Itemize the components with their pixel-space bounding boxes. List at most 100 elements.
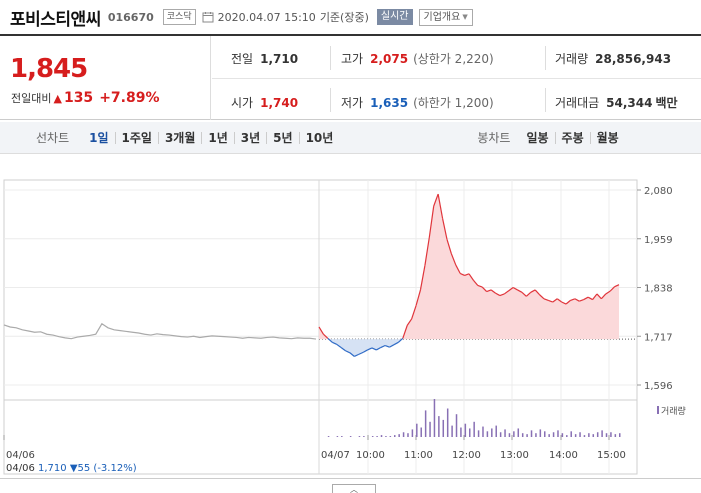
down-area [319, 339, 619, 357]
price-change: 전일대비 ▲ 135 +7.89% [11, 90, 160, 106]
volume-bar [376, 436, 378, 437]
quote-summary: 1,845 전일대비 ▲ 135 +7.89% 전일 1,710 고가 2,07… [0, 34, 701, 120]
price-segment [437, 193, 444, 219]
price-segment [389, 344, 395, 348]
volume-bar [451, 425, 453, 437]
price-segment [331, 341, 337, 345]
price-segment [398, 337, 404, 343]
current-price-box: 1,845 전일대비 ▲ 135 +7.89% [0, 36, 211, 120]
volume-bar [530, 430, 533, 437]
upper-limit: (상한가 2,220) [413, 52, 494, 66]
price-segment [459, 272, 465, 276]
volume-bar [455, 414, 458, 437]
trade-value: 거래대금 54,344 백만 [555, 94, 678, 111]
trade-value-value: 54,344 [606, 95, 653, 110]
price-segment [367, 347, 373, 351]
price-segment [455, 264, 461, 274]
price-segment [539, 294, 545, 300]
volume-bar [341, 436, 343, 437]
x-tick-label: 14:00 [549, 450, 578, 461]
price-segment [468, 273, 474, 281]
volume-bar [482, 426, 484, 437]
period-3y[interactable]: 3년 [235, 131, 268, 144]
price-segment [406, 318, 413, 326]
candle-daily[interactable]: 일봉 [520, 131, 556, 144]
period-bar: 선차트 1일 1주일 3개월 1년 3년 5년 10년 봉차트 일봉 주봉 월봉 [0, 122, 701, 154]
period-10y[interactable]: 10년 [305, 130, 334, 145]
prev-close-label: 전일 [231, 52, 254, 66]
price-segment [318, 326, 324, 335]
volume-bar [557, 430, 559, 437]
volume-bar [380, 435, 383, 437]
volume-bar [491, 428, 493, 437]
volume-bar [588, 433, 590, 437]
volume-bar [446, 408, 449, 437]
realtime-button[interactable]: 실시간 [376, 9, 413, 25]
volume-label: 거래량 [555, 52, 589, 66]
prev-day-line [3, 322, 317, 340]
price-segment [349, 352, 355, 357]
volume-bar [574, 434, 577, 437]
y-tick-label: 1,717 [644, 332, 673, 343]
volume-bar [561, 433, 564, 437]
volume-bar [473, 421, 475, 437]
collapse-chart-button[interactable]: ︿ [332, 484, 376, 493]
quote-datetime: 2020.04.07 15:10 [217, 10, 316, 24]
period-1d[interactable]: 1일 [83, 131, 116, 144]
volume-bar [416, 423, 418, 437]
x-tick-label: 04/07 [321, 450, 350, 461]
volume: 거래량 28,856,943 [555, 50, 671, 67]
low-label: 저가 [341, 96, 364, 110]
candle-monthly[interactable]: 월봉 [596, 130, 619, 145]
company-info-dropdown[interactable]: 기업개요 ▼ [418, 8, 473, 26]
lower-limit: (하한가 1,200) [413, 96, 494, 110]
price-segment [499, 293, 505, 297]
change-amount: 135 [63, 90, 94, 106]
volume-bar [407, 433, 409, 437]
volume-bar [614, 434, 617, 437]
chevron-up-icon: ︿ [350, 485, 358, 493]
volume-bar [469, 428, 471, 437]
trade-value-label: 거래대금 [555, 96, 600, 110]
intraday-chart[interactable]: 2,080 1,959 1,838 1,717 1,596 04/06 04/07 10:00… [0, 175, 701, 478]
price-segment [323, 333, 329, 339]
divider [545, 46, 546, 70]
chart-footer [0, 478, 701, 493]
divider [545, 88, 546, 112]
price-segment [340, 347, 346, 352]
summary-change: 55 [78, 463, 94, 474]
open-price: 시가 1,740 [231, 94, 298, 111]
prev-close-summary: 04/06 1,710 ▼55 (-3.12%) [6, 463, 137, 474]
prev-close-value: 1,710 [260, 51, 299, 66]
price-segment [358, 351, 364, 355]
x-tick-label: 15:00 [597, 450, 626, 461]
volume-bar [526, 434, 528, 437]
volume-bar [349, 436, 352, 437]
price-segment [583, 296, 589, 301]
down-triangle-icon: ▼ [70, 463, 78, 474]
volume-bar [389, 436, 392, 437]
line-chart-label: 선차트 [36, 131, 70, 145]
price-segment [556, 298, 563, 303]
period-5y[interactable]: 5년 [267, 131, 300, 144]
period-1y[interactable]: 1년 [202, 131, 235, 144]
price-segment [570, 298, 576, 301]
price-segment [441, 218, 448, 240]
price-segment [428, 206, 435, 238]
volume-bar [592, 434, 595, 437]
price-segment [521, 291, 527, 297]
price-segment [579, 299, 584, 302]
volume-bar [566, 435, 568, 437]
volume-bar [495, 425, 497, 437]
period-3m[interactable]: 3개월 [159, 131, 203, 144]
candle-weekly[interactable]: 주봉 [556, 131, 591, 144]
y-tick-label: 1,838 [644, 284, 673, 295]
market-badge: 코스닥 [162, 9, 196, 25]
volume-bar [517, 428, 520, 437]
high-label: 고가 [341, 52, 364, 66]
price-segment [393, 341, 399, 346]
volume-bar [619, 433, 621, 437]
quote-basis: 기준(장중) [319, 11, 369, 24]
volume-value: 28,856,943 [595, 51, 672, 66]
period-1w[interactable]: 1주일 [116, 131, 159, 144]
